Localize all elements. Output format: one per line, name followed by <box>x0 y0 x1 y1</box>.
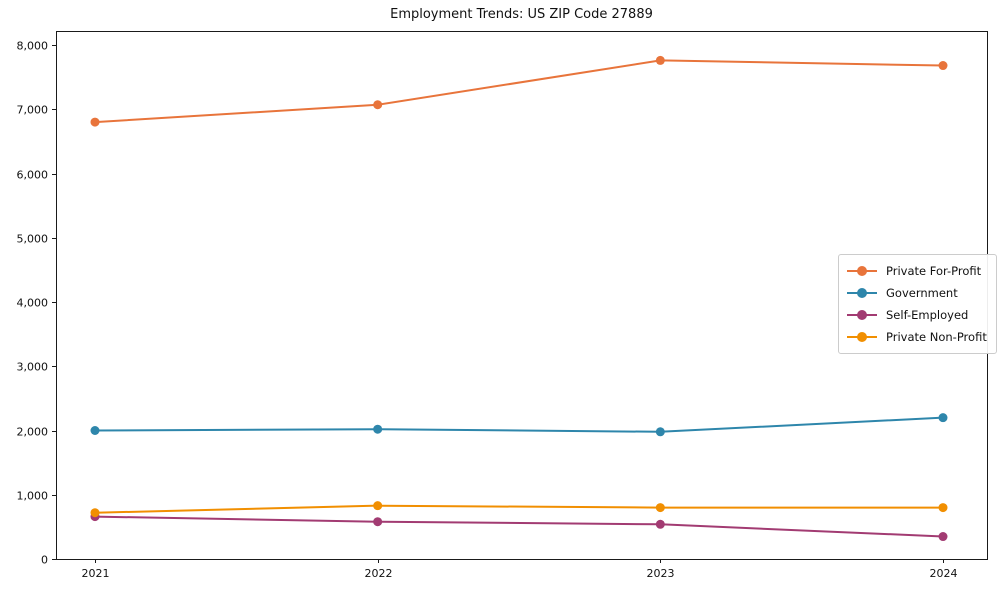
chart-title: Employment Trends: US ZIP Code 27889 <box>390 7 653 22</box>
x-tick-label: 2022 <box>365 567 393 580</box>
series-line-private-non-profit <box>94 504 943 514</box>
data-point-private-non-profit <box>655 503 665 513</box>
legend-marker-private-non-profit <box>847 332 877 342</box>
legend-dot-icon <box>857 332 867 342</box>
legend-entry-self-employed: Self-Employed <box>847 304 987 326</box>
data-point-self-employed <box>938 532 948 542</box>
x-tick-label: 2024 <box>930 567 958 580</box>
legend-dot-icon <box>857 310 867 320</box>
legend-dot-icon <box>857 266 867 276</box>
data-point-private-non-profit <box>938 503 948 513</box>
y-tick-label: 0 <box>41 554 48 567</box>
data-point-private-for-profit <box>90 117 100 127</box>
data-point-private-for-profit <box>938 61 948 71</box>
data-point-government <box>90 426 100 435</box>
x-tick-label: 2023 <box>647 567 675 580</box>
data-point-private-non-profit <box>373 501 383 511</box>
y-tick-label: 4,000 <box>17 297 49 310</box>
legend-marker-private-for-profit <box>847 266 877 276</box>
legend: Private For-Profit Government Self-Employe… <box>838 254 997 354</box>
legend-marker-government <box>847 288 877 298</box>
legend-entry-private-for-profit: Private For-Profit <box>847 260 987 282</box>
data-point-government <box>655 427 665 437</box>
y-tick-label: 8,000 <box>17 40 49 53</box>
data-point-government <box>373 424 383 434</box>
data-point-private-for-profit <box>655 55 665 65</box>
data-point-self-employed <box>655 519 665 529</box>
legend-marker-self-employed <box>847 310 877 320</box>
legend-label-self-employed: Self-Employed <box>886 308 969 322</box>
series-line-government <box>94 416 944 433</box>
y-tick-label: 7,000 <box>17 104 49 117</box>
series-line-private-for-profit <box>94 59 944 124</box>
y-tick-label: 3,000 <box>17 361 49 374</box>
y-tick-label: 1,000 <box>17 490 49 503</box>
legend-entry-government: Government <box>847 282 987 304</box>
data-point-private-for-profit <box>373 100 383 110</box>
y-tick-label: 5,000 <box>17 233 49 246</box>
data-point-private-non-profit <box>90 508 100 518</box>
legend-dot-icon <box>857 288 867 298</box>
legend-entry-private-non-profit: Private Non-Profit <box>847 326 987 348</box>
data-point-self-employed <box>373 517 383 527</box>
x-tick-label: 2021 <box>82 567 110 580</box>
data-point-government <box>938 413 948 423</box>
y-tick-label: 2,000 <box>17 426 49 439</box>
legend-label-private-for-profit: Private For-Profit <box>886 264 982 278</box>
y-tick-label: 6,000 <box>17 169 49 182</box>
legend-label-government: Government <box>886 286 958 300</box>
series-line-self-employed <box>94 515 944 538</box>
legend-label-private-non-profit: Private Non-Profit <box>886 330 987 344</box>
